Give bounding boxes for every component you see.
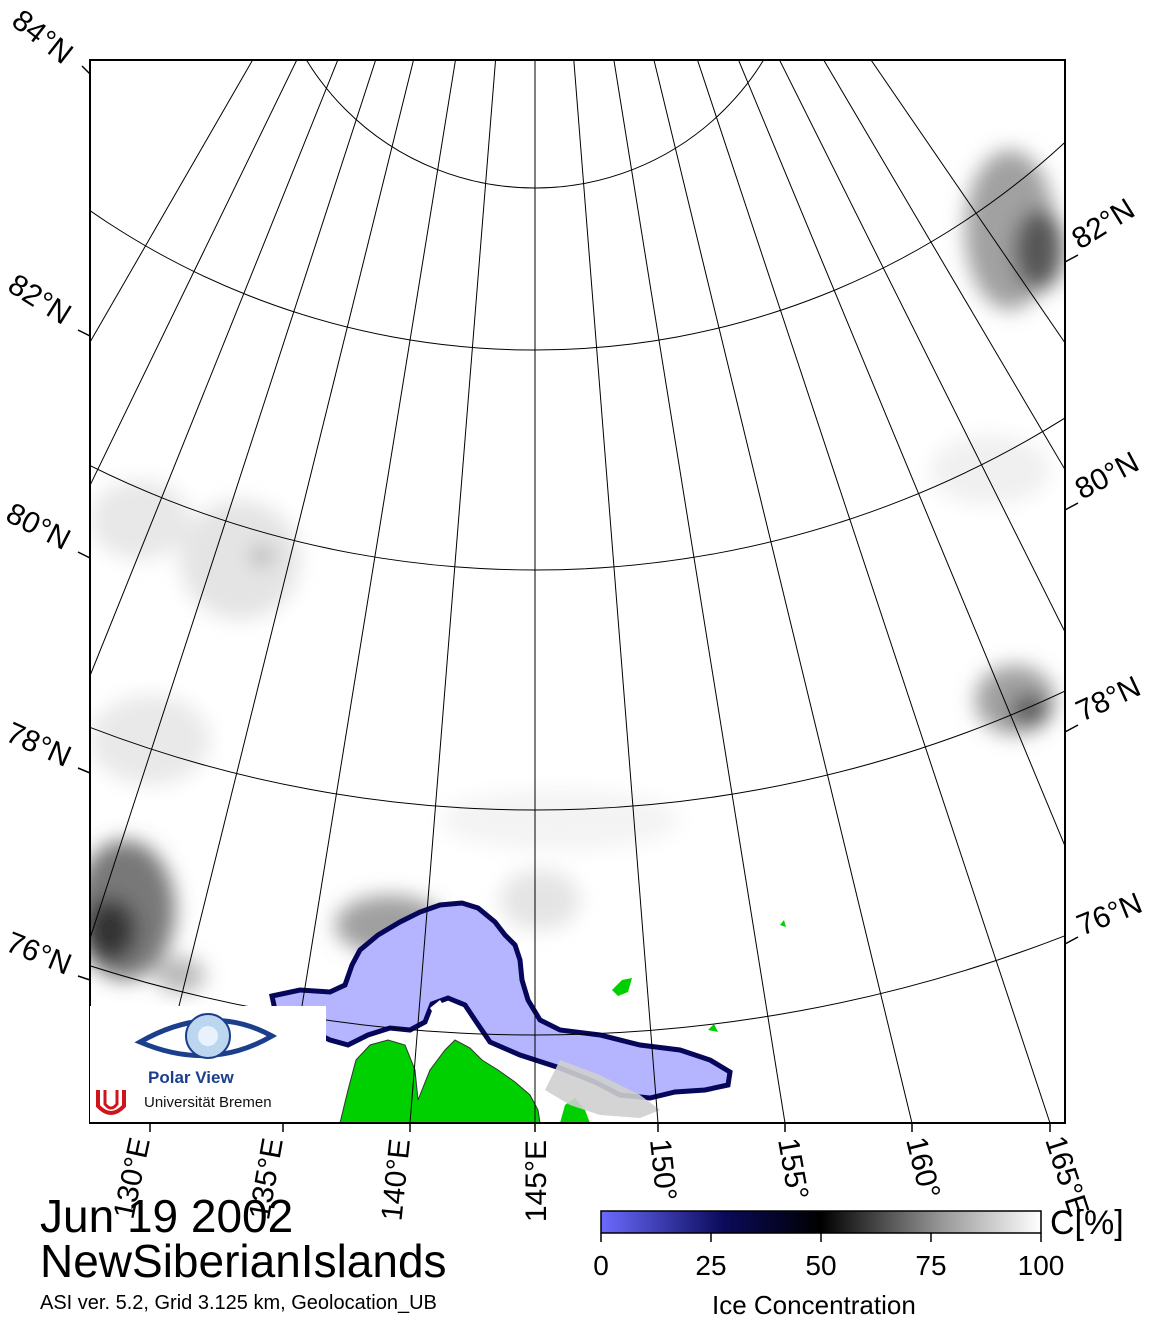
lat-label-78n-left: 78°N [1, 716, 76, 773]
polar-view-logo: Polar View Universität Bremen [90, 1006, 326, 1122]
colorbar-title: Ice Concentration [712, 1290, 916, 1320]
lat-label-76n-right: 76°N [1072, 887, 1147, 943]
logo-institution: Universität Bremen [144, 1094, 272, 1111]
map-date: Jun 19 2002 [40, 1190, 294, 1242]
lon-label-140e: 140°E [376, 1137, 417, 1222]
lon-label-155: 155° [771, 1135, 814, 1202]
edge-ticks [77, 65, 1079, 1132]
land-masses [339, 920, 786, 1123]
colorbar-tick-label: 75 [915, 1250, 947, 1281]
lon-label-160: 160° [899, 1134, 946, 1202]
lat-labels-left: 84°N 82°N 80°N 78°N 76°N [1, 4, 79, 982]
lat-label-84n: 84°N [6, 4, 79, 71]
colorbar-gradient [600, 1210, 1042, 1234]
map-area [90, 60, 1065, 1123]
eye-icon [134, 1013, 278, 1059]
map-frame [89, 59, 1066, 1124]
processing-info: ASI ver. 5.2, Grid 3.125 km, Geolocation… [40, 1292, 437, 1314]
lat-label-78n-right: 78°N [1071, 670, 1146, 728]
colorbar-tick-label: 0 [593, 1250, 609, 1281]
colorbar-unit: C[%] [1050, 1204, 1124, 1242]
lat-label-82n-left: 82°N [2, 268, 76, 332]
colorbar-tick-label: 25 [695, 1250, 727, 1281]
lat-labels-right: 82°N 80°N 78°N 76°N [1066, 192, 1147, 942]
colorbar [600, 1210, 1042, 1242]
longitude-gridlines [90, 60, 1065, 1123]
lat-label-80n-left: 80°N [1, 497, 76, 557]
lat-label-76n-left: 76°N [1, 926, 76, 982]
logo-title: Polar View [148, 1068, 234, 1087]
region-name: NewSiberianIslands [40, 1235, 447, 1287]
colorbar-ticks [600, 1233, 1042, 1242]
lat-label-80n-right: 80°N [1070, 446, 1145, 507]
lon-label-145e: 145°E [520, 1140, 553, 1222]
colorbar-tick-label: 50 [805, 1250, 837, 1281]
colorbar-tick-label: 100 [1017, 1250, 1065, 1281]
lat-label-82n-right: 82°N [1066, 192, 1140, 256]
lon-label-150: 150° [643, 1137, 682, 1202]
ub-logo-icon [94, 1088, 128, 1115]
